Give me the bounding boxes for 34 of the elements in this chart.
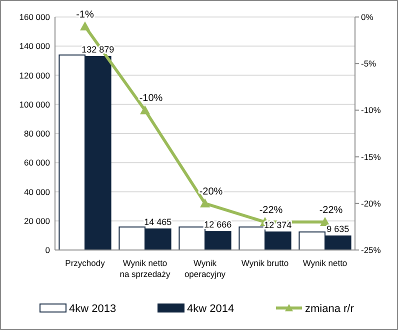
y2-tick-label: -10%: [361, 105, 382, 116]
y-tick-label: 0: [45, 245, 50, 255]
y-tick-label: 120 000: [19, 70, 50, 80]
legend-label: zmiana r/r: [305, 303, 354, 315]
point: [140, 105, 150, 114]
y-tick-label: 140 000: [19, 41, 50, 52]
x-tick-label: Przychody: [65, 258, 106, 268]
y2-tick-label: -15%: [361, 152, 382, 162]
data-label: -22%: [259, 205, 283, 216]
legend-label: 4kw 2014: [187, 303, 234, 315]
y-tick-label: 20 000: [24, 216, 50, 226]
data-label: 9 635: [326, 224, 350, 234]
y-tick-label: 80 000: [24, 128, 50, 138]
x-tick-label: Wynik brutto: [241, 258, 289, 268]
x-tick-label: Wynik netto na sprzedaży: [120, 258, 172, 279]
data-label: 14 465: [144, 216, 172, 227]
x-tick-label: Wynik operacyjny: [184, 258, 226, 279]
data-label: -20%: [199, 186, 223, 198]
point: [200, 198, 210, 208]
y2-tick-label: -5%: [361, 58, 377, 69]
y-tick-label: 160 000: [19, 12, 50, 22]
y2-tick-label: 0%: [361, 12, 374, 22]
y-tick-label: 40 000: [24, 186, 50, 197]
data-label: -22%: [319, 205, 343, 216]
data-label: 12 666: [204, 220, 232, 230]
data-label: -10%: [139, 93, 163, 104]
point: [80, 21, 90, 30]
x-tick-label: Wynik netto: [302, 258, 348, 268]
y-tick-label: 60 000: [24, 158, 50, 168]
data-label: -1%: [76, 9, 94, 20]
y-tick-label: 100 000: [19, 99, 50, 110]
y2-tick-label: -20%: [361, 198, 382, 208]
y2-tick-label: -25%: [361, 245, 382, 255]
legend-label: 4kw 2013: [69, 303, 116, 315]
